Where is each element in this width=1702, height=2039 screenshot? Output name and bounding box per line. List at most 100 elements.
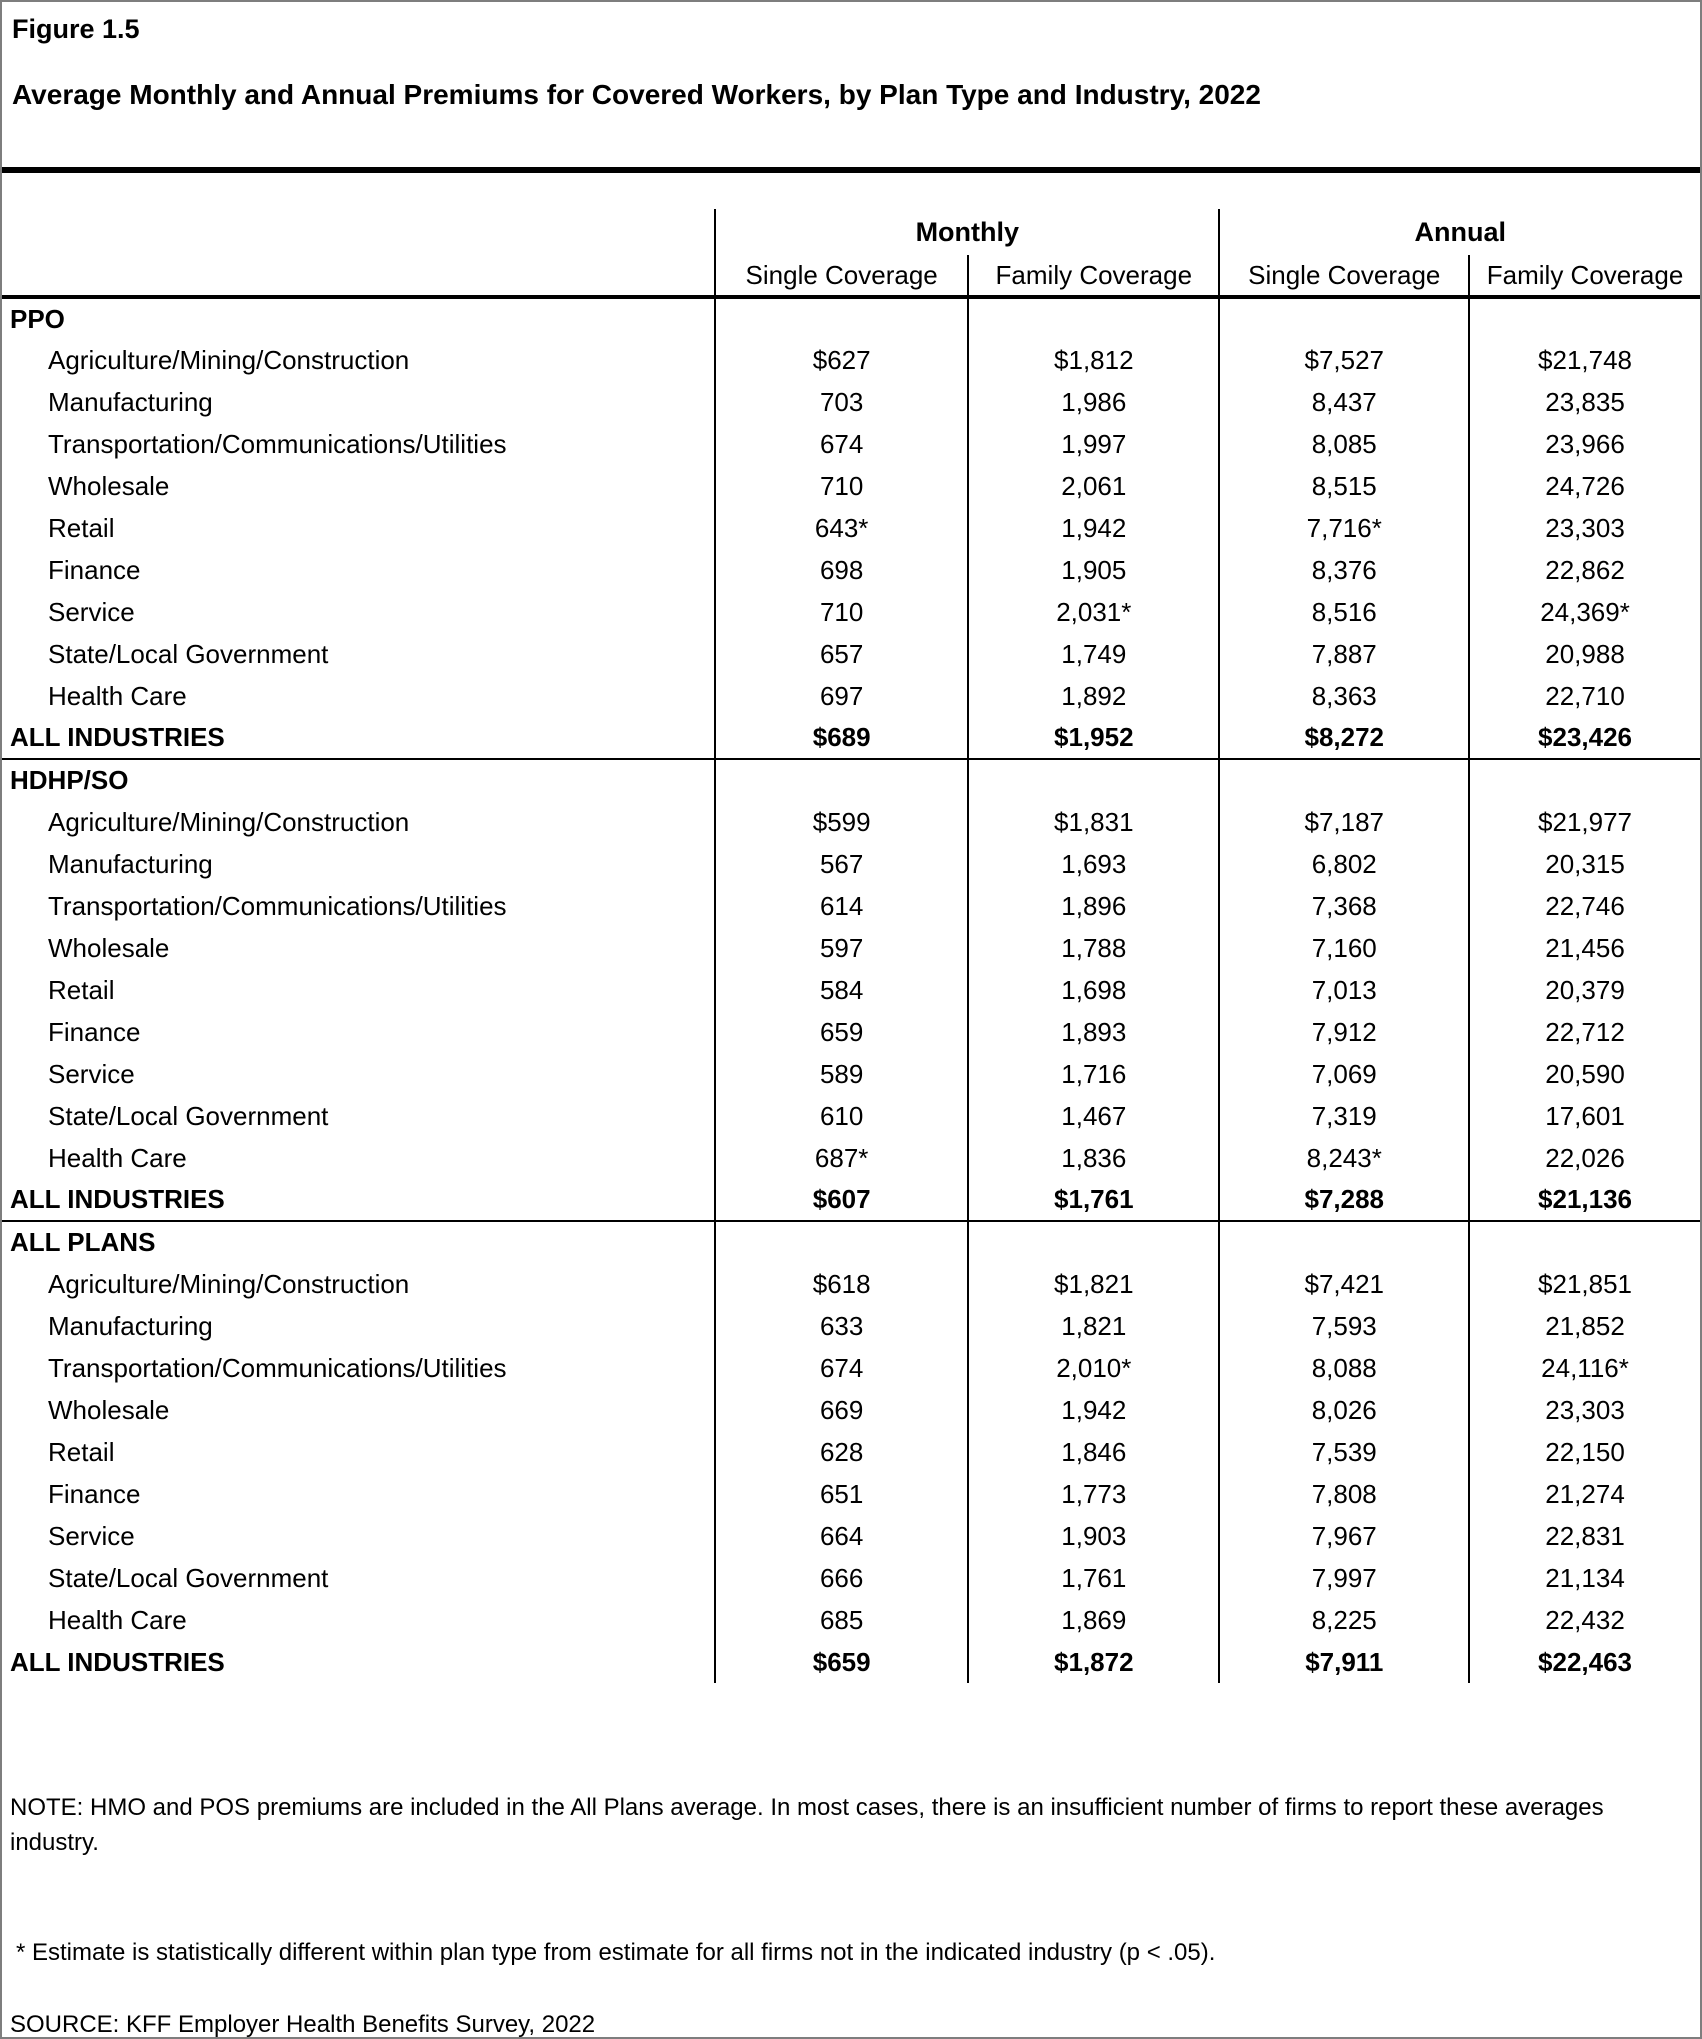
table-row: Service 589 1,716 7,069 20,590 — [2, 1053, 1700, 1095]
premium-cell: 1,821 — [967, 1305, 1220, 1347]
premium-cell: 1,846 — [967, 1431, 1220, 1473]
industry-label: Finance — [48, 554, 141, 585]
corner-cell — [2, 209, 715, 255]
empty-cell — [714, 297, 969, 339]
empty-cell — [1468, 758, 1700, 801]
premium-cell: 22,150 — [1468, 1431, 1700, 1473]
table-row: State/Local Government 657 1,749 7,887 20,98… — [2, 633, 1700, 675]
premium-cell: 698 — [714, 549, 969, 591]
premium-cell: 1,942 — [967, 1389, 1220, 1431]
empty-cell — [1218, 297, 1470, 339]
table-row: State/Local Government 610 1,467 7,319 17,60… — [2, 1095, 1700, 1137]
premium-cell: 1,896 — [967, 885, 1220, 927]
premium-cell: $618 — [714, 1263, 969, 1305]
corner-cell — [2, 255, 716, 299]
industry-label: Service — [48, 1520, 135, 1551]
premium-cell: 8,085 — [1218, 423, 1470, 465]
table-row: State/Local Government 666 1,761 7,997 21,13… — [2, 1557, 1700, 1599]
industry-label: Agriculture/Mining/Construction — [48, 1268, 410, 1299]
premium-cell: 8,516 — [1218, 591, 1470, 633]
premium-cell: 7,013 — [1218, 969, 1470, 1011]
premium-cell: 2,031* — [967, 591, 1220, 633]
table-row: Health Care 697 1,892 8,363 22,710 — [2, 675, 1700, 717]
premium-cell: 2,010* — [967, 1347, 1220, 1389]
industry-label: Retail — [48, 974, 115, 1005]
premium-cell: 1,761 — [967, 1557, 1220, 1599]
premium-cell: 1,892 — [967, 675, 1220, 717]
industry-label: Service — [48, 596, 135, 627]
industry-label: State/Local Government — [48, 1100, 329, 1131]
premium-cell: 7,808 — [1218, 1473, 1470, 1515]
premium-cell: 23,835 — [1468, 381, 1700, 423]
premium-cell: 628 — [714, 1431, 969, 1473]
table-row: Manufacturing 703 1,986 8,437 23,835 — [2, 381, 1700, 423]
section-header-row: HDHP/SO — [2, 758, 1700, 801]
note-text: NOTE: HMO and POS premiums are included … — [10, 1794, 1604, 1856]
premium-cell: 24,116* — [1468, 1347, 1700, 1389]
empty-cell — [1468, 297, 1700, 339]
premium-cell: 1,716 — [967, 1053, 1220, 1095]
premium-cell: 22,831 — [1468, 1515, 1700, 1557]
industry-label: Wholesale — [48, 1394, 170, 1425]
table-row: Service 664 1,903 7,967 22,831 — [2, 1515, 1700, 1557]
table-row: Retail 628 1,846 7,539 22,150 — [2, 1431, 1700, 1473]
premium-cell: 1,693 — [967, 843, 1220, 885]
industry-label: Transportation/Communications/Utilities — [48, 1352, 507, 1383]
empty-cell — [967, 758, 1220, 801]
table-row: Health Care 685 1,869 8,225 22,432 — [2, 1599, 1700, 1641]
premium-cell: 21,456 — [1468, 927, 1700, 969]
premium-cell: 1,773 — [967, 1473, 1220, 1515]
premium-cell: $21,851 — [1468, 1263, 1700, 1305]
premium-cell: 710 — [714, 591, 969, 633]
premium-cell: 1,942 — [967, 507, 1220, 549]
section-label: HDHP/SO — [2, 758, 716, 801]
empty-cell — [1218, 758, 1470, 801]
col-header-annual-family: Family Coverage — [1468, 255, 1700, 299]
industry-label: Service — [48, 1058, 135, 1089]
premium-cell: 710 — [714, 465, 969, 507]
table-row: Finance 659 1,893 7,912 22,712 — [2, 1011, 1700, 1053]
premium-cell: 651 — [714, 1473, 969, 1515]
total-premium-cell: $8,272 — [1218, 717, 1470, 759]
col-header-monthly-single: Single Coverage — [714, 255, 969, 299]
premium-cell: 1,749 — [967, 633, 1220, 675]
table-row: Transportation/Communications/Utilities 6… — [2, 1347, 1700, 1389]
table-row: Wholesale 597 1,788 7,160 21,456 — [2, 927, 1700, 969]
total-premium-cell: $21,136 — [1468, 1179, 1700, 1221]
empty-cell — [1218, 1220, 1470, 1263]
industry-label: Health Care — [48, 1142, 187, 1173]
premium-cell: 8,515 — [1218, 465, 1470, 507]
table-row: Finance 651 1,773 7,808 21,274 — [2, 1473, 1700, 1515]
empty-cell — [967, 297, 1220, 339]
premium-cell: 597 — [714, 927, 969, 969]
premium-cell: 674 — [714, 423, 969, 465]
premium-cell: 22,026 — [1468, 1137, 1700, 1179]
total-label: ALL INDUSTRIES — [10, 1184, 225, 1214]
industry-label: Retail — [48, 1436, 115, 1467]
table-row: Manufacturing 633 1,821 7,593 21,852 — [2, 1305, 1700, 1347]
table-row: Agriculture/Mining/Construction $599 $1,83… — [2, 801, 1700, 843]
premium-cell: 567 — [714, 843, 969, 885]
premium-cell: 1,905 — [967, 549, 1220, 591]
premium-cell: 8,225 — [1218, 1599, 1470, 1641]
premium-cell: $627 — [714, 339, 969, 381]
premium-cell: 7,539 — [1218, 1431, 1470, 1473]
group-header-row: Monthly Annual — [2, 209, 1700, 255]
col-header-monthly-family: Family Coverage — [967, 255, 1220, 299]
premium-cell: 7,593 — [1218, 1305, 1470, 1347]
total-label: ALL INDUSTRIES — [10, 1646, 225, 1677]
table-row: Retail 584 1,698 7,013 20,379 — [2, 969, 1700, 1011]
premium-cell: 659 — [714, 1011, 969, 1053]
total-row: ALL INDUSTRIES $607 $1,761 $7,288 $21,136 — [2, 1179, 1700, 1221]
premium-cell: 685 — [714, 1599, 969, 1641]
premium-cell: 23,303 — [1468, 507, 1700, 549]
premium-cell: 20,590 — [1468, 1053, 1700, 1095]
premium-cell: $21,748 — [1468, 339, 1700, 381]
premium-cell: 7,368 — [1218, 885, 1470, 927]
premium-cell: 6,802 — [1218, 843, 1470, 885]
total-premium-cell: $689 — [714, 717, 969, 759]
table-row: Wholesale 669 1,942 8,026 23,303 — [2, 1389, 1700, 1431]
total-premium-cell: $22,463 — [1468, 1641, 1700, 1683]
industry-label: Transportation/Communications/Utilities — [48, 890, 507, 921]
